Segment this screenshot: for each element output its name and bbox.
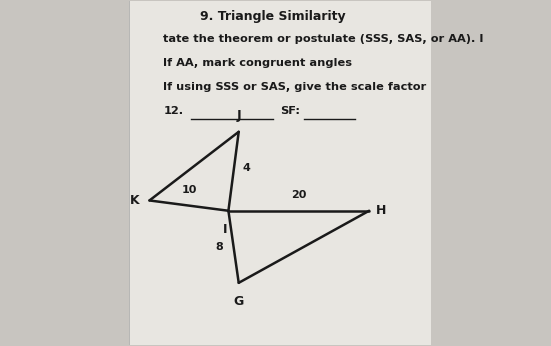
Text: tate the theorem or postulate (SSS, SAS, or AA). I: tate the theorem or postulate (SSS, SAS,… (163, 34, 484, 44)
Text: 12.: 12. (163, 106, 183, 116)
Text: If AA, mark congruent angles: If AA, mark congruent angles (163, 58, 352, 68)
Text: I: I (223, 223, 227, 236)
Text: 9. Triangle Similarity: 9. Triangle Similarity (200, 10, 346, 23)
Text: 10: 10 (181, 185, 197, 195)
Text: 8: 8 (215, 242, 223, 252)
Text: G: G (234, 295, 244, 308)
Text: 20: 20 (291, 190, 306, 200)
Text: K: K (129, 194, 139, 207)
Text: 4: 4 (242, 163, 250, 173)
Text: J: J (236, 109, 241, 121)
Text: SF:: SF: (280, 106, 300, 116)
Text: If using SSS or SAS, give the scale factor: If using SSS or SAS, give the scale fact… (163, 82, 426, 92)
Text: H: H (376, 204, 386, 217)
Polygon shape (129, 0, 438, 346)
